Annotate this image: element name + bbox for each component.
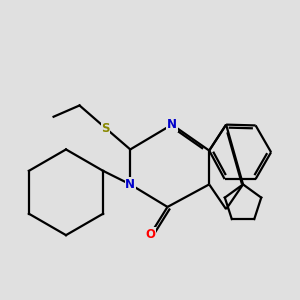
Text: O: O: [146, 227, 156, 241]
Text: S: S: [101, 122, 110, 134]
Text: N: N: [167, 118, 177, 131]
Text: N: N: [125, 178, 135, 191]
